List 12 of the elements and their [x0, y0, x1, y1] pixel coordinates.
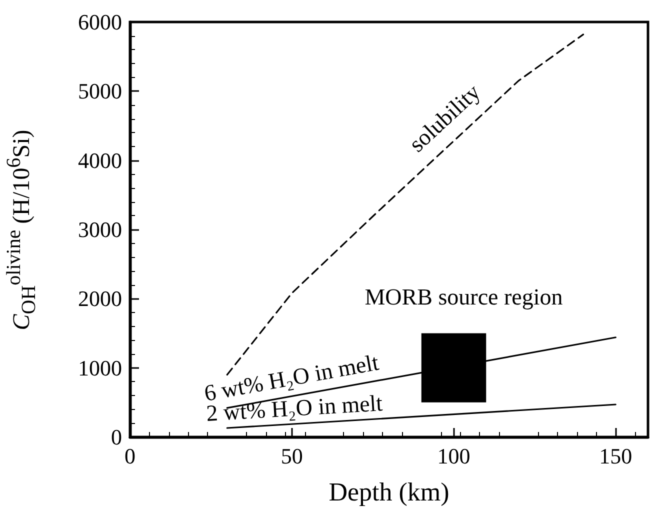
- y-tick-label: 0: [111, 424, 122, 450]
- y-tick-label: 5000: [78, 78, 122, 104]
- y-tick-label: 4000: [78, 148, 122, 173]
- y-tick-label: 2000: [78, 286, 122, 312]
- y-tick-label: 1000: [78, 355, 122, 380]
- x-tick-label: 150: [599, 444, 632, 468]
- y-tick-label: 6000: [78, 10, 122, 34]
- series-label: MORB source region: [364, 284, 564, 310]
- x-axis-title: Depth (km): [328, 478, 450, 506]
- y-tick-label: 3000: [78, 217, 122, 242]
- x-tick-label: 50: [280, 444, 303, 468]
- x-tick-label: 100: [437, 444, 470, 468]
